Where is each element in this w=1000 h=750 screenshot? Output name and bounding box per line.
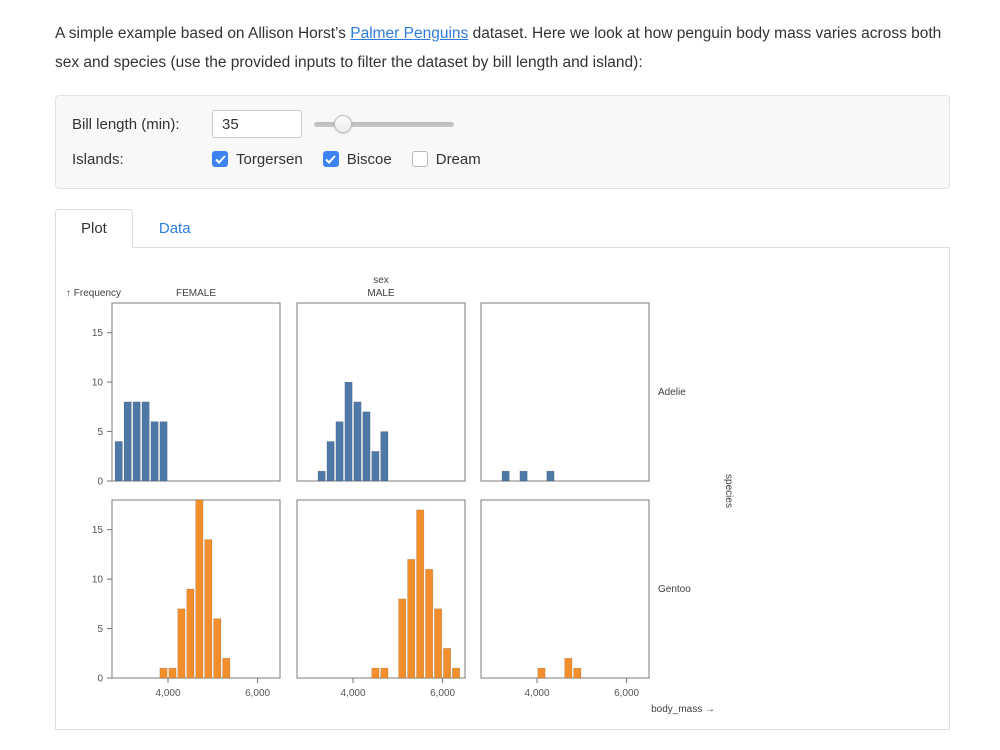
slider-handle[interactable] — [334, 115, 353, 134]
facet-col-label: FEMALE — [176, 288, 216, 299]
histogram-bar — [416, 509, 425, 679]
histogram-bar — [434, 608, 443, 679]
facet-row-label: Gentoo — [658, 584, 691, 595]
svg-text:6,000: 6,000 — [614, 688, 639, 699]
histogram-bar — [123, 401, 132, 482]
histogram-bar — [213, 618, 222, 679]
islands-checkbox-group: Torgersen Biscoe Dream — [212, 151, 481, 168]
histogram-bar — [132, 401, 141, 482]
x-axis-title: body_mass → — [651, 704, 715, 715]
facet-col-label: MALE — [367, 288, 395, 299]
histogram-bar — [501, 471, 510, 482]
facet-histogram-plot: ↑ Frequency FEMALE sex MALE 0 5 10 15 0 5 10 15 4,00… — [60, 269, 770, 729]
histogram-bar — [195, 500, 204, 679]
histogram-svg: ↑ Frequency FEMALE sex MALE 0 5 10 15 0 5 10 15 4,00… — [66, 275, 734, 715]
facet-x-title: sex — [373, 275, 389, 286]
histogram-bar — [177, 608, 186, 679]
plot-tab-panel: ↑ Frequency FEMALE sex MALE 0 5 10 15 0 5 10 15 4,00… — [55, 248, 950, 731]
histogram-bar — [380, 431, 389, 482]
filter-panel: Bill length (min): Islands: Torgersen — [55, 95, 950, 190]
tab-bar: Plot Data — [55, 209, 950, 249]
svg-text:4,000: 4,000 — [340, 688, 365, 699]
bill-length-input[interactable] — [212, 110, 302, 139]
svg-text:10: 10 — [92, 378, 104, 389]
facet-y-title: species — [723, 474, 734, 508]
svg-text:15: 15 — [92, 526, 104, 537]
histogram-bar — [159, 421, 168, 482]
svg-text:0: 0 — [97, 674, 103, 685]
svg-text:0: 0 — [97, 477, 103, 488]
histogram-bar — [114, 441, 123, 482]
svg-text:6,000: 6,000 — [245, 688, 270, 699]
facet-frame — [480, 302, 650, 482]
svg-text:10: 10 — [92, 575, 104, 586]
slider-track[interactable] — [314, 121, 454, 127]
histogram-bar — [353, 401, 362, 482]
histogram-bar — [564, 658, 573, 679]
histogram-bar — [344, 382, 353, 482]
intro-text-after: dataset. Here we look at how penguin bod… — [55, 25, 942, 71]
histogram-bar — [159, 668, 168, 679]
svg-text:6,000: 6,000 — [430, 688, 455, 699]
checkbox-torgersen[interactable]: Torgersen — [212, 151, 303, 168]
svg-text:4,000: 4,000 — [524, 688, 549, 699]
checkbox-label: Biscoe — [346, 150, 392, 168]
histogram-bar — [573, 668, 582, 679]
histogram-bar — [398, 598, 407, 679]
histogram-bar — [371, 668, 380, 679]
histogram-bar — [141, 401, 150, 482]
palmer-penguins-link[interactable]: Palmer Penguins — [350, 25, 469, 42]
bill-length-label: Bill length (min): — [72, 115, 180, 133]
checkbox-icon[interactable] — [212, 151, 228, 168]
svg-text:15: 15 — [92, 329, 104, 340]
islands-label: Islands: — [72, 150, 124, 168]
tab-data[interactable]: Data — [158, 220, 191, 238]
facet-frame — [111, 302, 281, 482]
histogram-bar — [150, 421, 159, 482]
facet-row-label: Adelie — [658, 387, 686, 398]
checkbox-biscoe[interactable]: Biscoe — [322, 150, 392, 168]
intro-paragraph: A simple example based on Allison Horst’… — [55, 20, 950, 77]
intro-text-before: A simple example based on Allison Horst’… — [55, 25, 351, 42]
bill-length-slider[interactable] — [314, 115, 454, 134]
histogram-bar — [222, 658, 231, 679]
checkbox-icon[interactable] — [411, 151, 428, 168]
svg-text:5: 5 — [97, 624, 103, 635]
histogram-bar — [380, 668, 389, 679]
histogram-bar — [317, 471, 326, 482]
histogram-bar — [186, 589, 195, 679]
histogram-bar — [204, 539, 213, 679]
checkbox-dream[interactable]: Dream — [411, 150, 481, 168]
histogram-bar — [407, 559, 416, 679]
histogram-bar — [371, 451, 380, 482]
y-axis-title: ↑ Frequency — [66, 288, 121, 299]
histogram-bar — [537, 668, 546, 679]
histogram-bar — [519, 471, 528, 482]
svg-text:5: 5 — [97, 427, 103, 438]
histogram-bar — [335, 421, 344, 482]
svg-text:4,000: 4,000 — [155, 688, 180, 699]
facet-frame — [480, 499, 650, 679]
histogram-bar — [326, 441, 335, 482]
histogram-bar — [362, 411, 371, 482]
histogram-bar — [443, 648, 452, 679]
histogram-bar — [168, 668, 177, 679]
checkbox-label: Dream — [435, 150, 481, 168]
tab-plot[interactable]: Plot — [55, 209, 133, 249]
histogram-bar — [452, 668, 461, 679]
checkbox-icon[interactable] — [322, 151, 339, 168]
checkbox-label: Torgersen — [236, 150, 303, 168]
histogram-bar — [546, 471, 555, 482]
histogram-bar — [425, 569, 434, 679]
